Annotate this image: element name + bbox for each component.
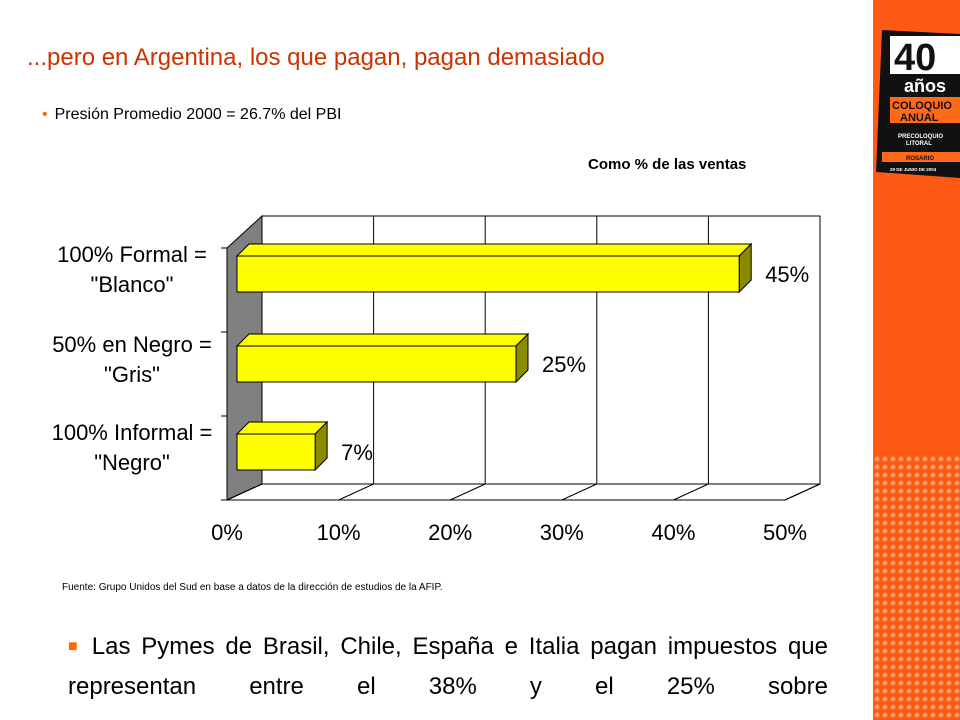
- category-label: "Negro": [94, 450, 170, 475]
- source-note: Fuente: Grupo Unidos del Sud en base a d…: [62, 582, 443, 593]
- x-tick-label: 40%: [651, 520, 695, 545]
- x-tick-label: 20%: [428, 520, 472, 545]
- category-label: "Gris": [104, 362, 160, 387]
- x-tick-label: 0%: [211, 520, 243, 545]
- bullet-dot-icon: •: [42, 106, 48, 123]
- bar: [236, 345, 517, 383]
- dotted-pattern: [873, 455, 960, 720]
- data-label: 45%: [765, 262, 809, 287]
- badge-line2: ANUAL: [900, 112, 939, 124]
- bar: [236, 255, 740, 293]
- badge-line3: PRECOLOQUIO: [898, 134, 943, 140]
- badge-line4: LITORAL: [906, 141, 932, 147]
- badge-years: años: [904, 76, 946, 96]
- paragraph-text: Las Pymes de Brasil, Chile, España e Ita…: [68, 633, 828, 700]
- x-floor-line: [673, 483, 709, 501]
- badge-line1: COLOQUIO: [892, 100, 952, 112]
- badge-line6: 29 DE JUNIO DE 2004: [890, 167, 937, 172]
- bar-top: [235, 333, 530, 347]
- bar-top: [235, 421, 329, 435]
- bullet-text: Presión Promedio 2000 = 26.7% del PBI: [54, 106, 342, 123]
- badge-line5: ROSARIO: [906, 156, 934, 162]
- x-tick-label: 50%: [763, 520, 807, 545]
- x-floor-line: [784, 483, 821, 501]
- square-bullet-icon: ■: [68, 638, 82, 655]
- x-floor-line: [449, 483, 486, 501]
- chart-floor: [226, 483, 821, 501]
- x-floor-line: [338, 483, 374, 501]
- body-paragraph: ■ Las Pymes de Brasil, Chile, España e It…: [68, 627, 828, 707]
- bar: [236, 433, 316, 471]
- bullet-point: • Presión Promedio 2000 = 26.7% del PBI: [42, 106, 341, 124]
- data-label: 7%: [341, 440, 373, 465]
- chart-unit-note: Como % de las ventas: [588, 156, 747, 173]
- data-label: 25%: [542, 352, 586, 377]
- slide-title: ...pero en Argentina, los que pagan, pag…: [27, 44, 605, 71]
- badge-number: 40: [894, 37, 936, 79]
- bar-top: [235, 243, 753, 257]
- x-floor-line: [561, 483, 598, 501]
- x-tick-label: 30%: [540, 520, 584, 545]
- category-label: 100% Informal =: [52, 420, 213, 445]
- category-label: 50% en Negro =: [52, 332, 212, 357]
- category-label: 100% Formal =: [57, 242, 207, 267]
- x-tick-label: 10%: [317, 520, 361, 545]
- event-badge-logo: 40 años COLOQUIO ANUAL PRECOLOQUIO LITOR…: [876, 30, 960, 178]
- x-floor-line: [226, 483, 263, 501]
- category-label: "Blanco": [91, 272, 174, 297]
